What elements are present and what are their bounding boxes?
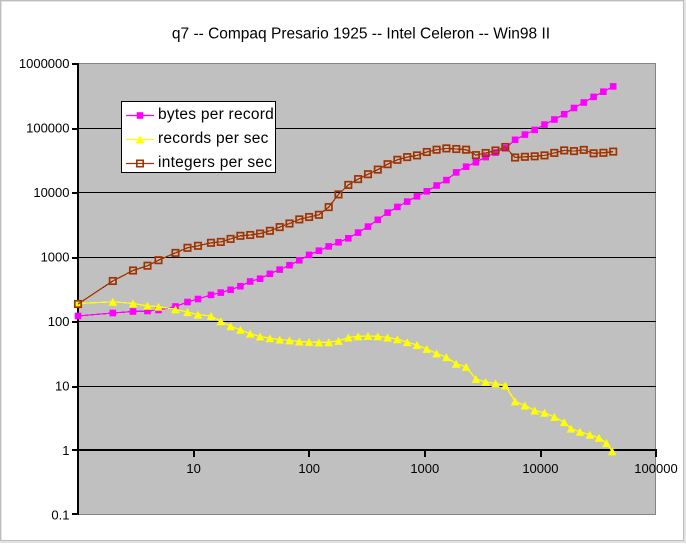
svg-text:10: 10	[186, 461, 200, 476]
svg-text:bytes per record: bytes per record	[158, 106, 274, 123]
svg-text:records per sec: records per sec	[158, 130, 269, 147]
svg-text:10: 10	[55, 378, 69, 393]
svg-text:q7 -- Compaq Presario 1925 --: q7 -- Compaq Presario 1925 -- Intel Cele…	[172, 26, 550, 43]
svg-text:integers per sec: integers per sec	[158, 154, 272, 171]
svg-text:10000: 10000	[33, 185, 69, 200]
svg-text:1000000: 1000000	[19, 56, 70, 71]
svg-text:100: 100	[48, 314, 70, 329]
svg-text:0.1: 0.1	[51, 507, 69, 522]
svg-text:1000: 1000	[410, 461, 439, 476]
svg-text:10000: 10000	[522, 461, 558, 476]
svg-text:100000: 100000	[634, 461, 677, 476]
svg-text:100000: 100000	[26, 120, 69, 135]
svg-text:1000: 1000	[41, 249, 70, 264]
svg-text:1: 1	[62, 443, 69, 458]
svg-text:100: 100	[298, 461, 320, 476]
